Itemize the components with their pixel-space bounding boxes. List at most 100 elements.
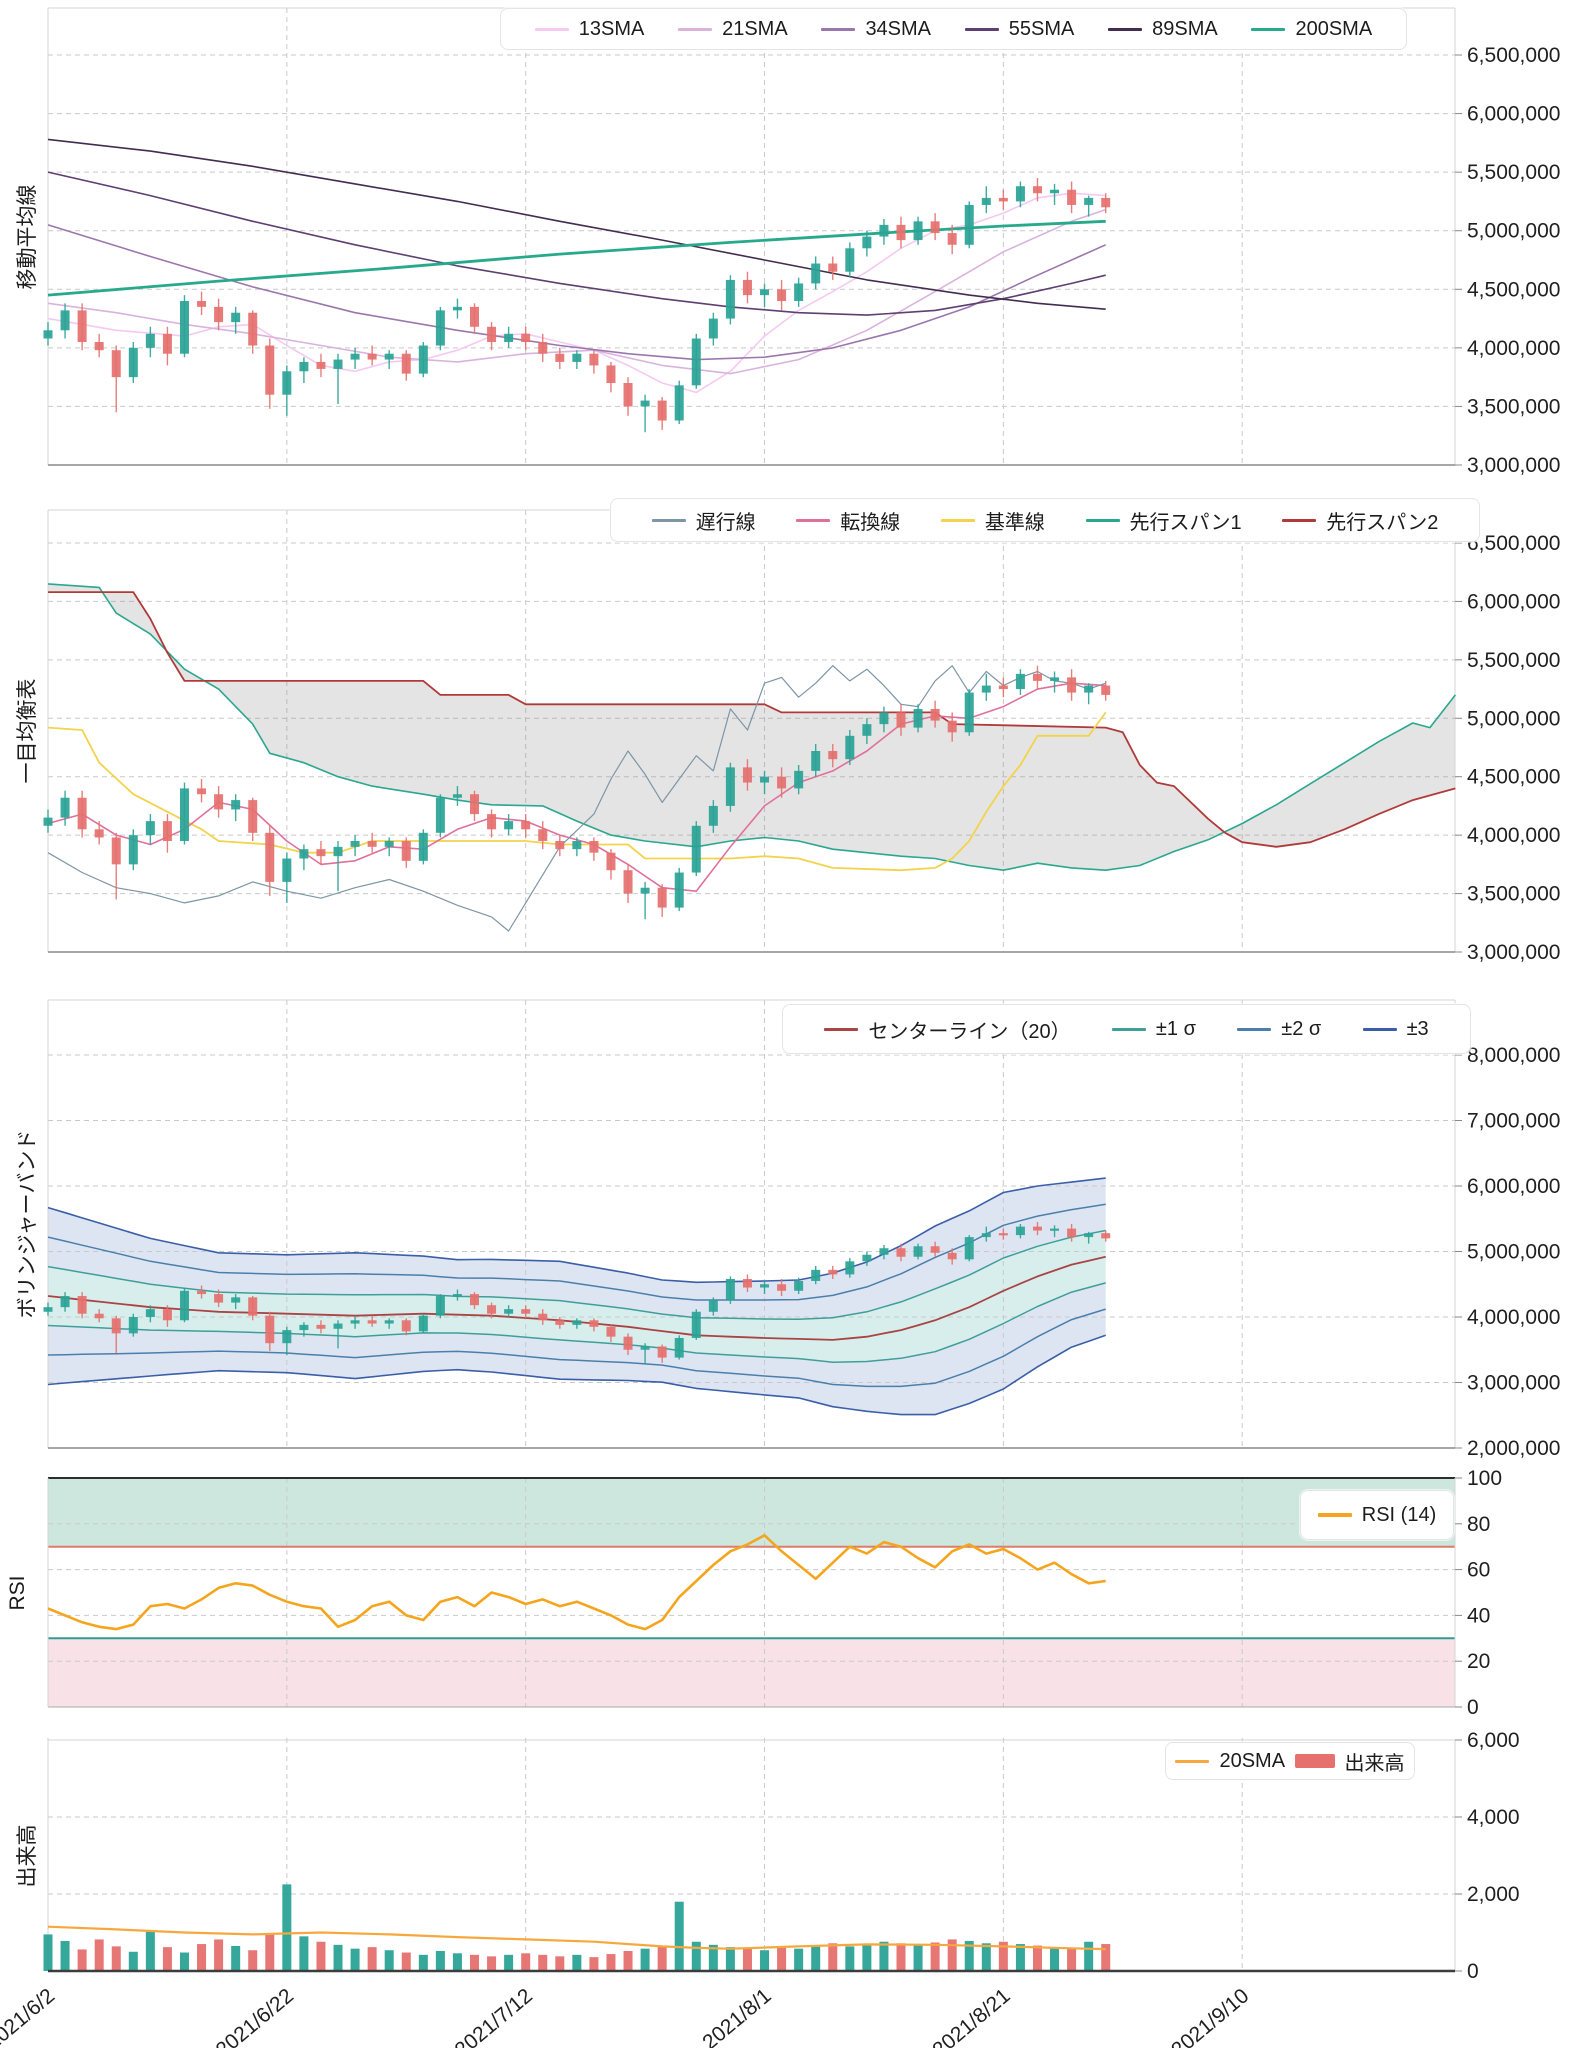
- candle-body: [691, 338, 701, 386]
- candle-body: [77, 310, 87, 343]
- candle-body: [282, 858, 292, 882]
- legend-item-21sma: 21SMA: [678, 18, 788, 41]
- volume-bar: [470, 1954, 479, 1971]
- candle-body: [333, 846, 343, 857]
- volume-bar: [1101, 1944, 1111, 1971]
- volume-bar: [828, 1943, 838, 1971]
- candle-body: [1084, 1233, 1094, 1238]
- legend-item-senkou2: 先行スパン2: [1282, 506, 1438, 535]
- candle-body: [828, 1269, 838, 1275]
- volume-bar: [504, 1954, 514, 1971]
- candle-body: [947, 720, 957, 733]
- legend-label: 先行スパン2: [1326, 511, 1439, 534]
- volume-bar: [708, 1944, 718, 1971]
- candle-body: [418, 1315, 428, 1332]
- candle-body: [367, 840, 377, 847]
- y-tick-label: 5,500,000: [1467, 649, 1560, 672]
- candle-body: [674, 1337, 684, 1358]
- legend-label: ±1 σ: [1155, 1017, 1196, 1040]
- legend-item-tenkan: 転換線: [796, 506, 900, 535]
- candle-body: [555, 840, 565, 850]
- volume-bar: [145, 1930, 155, 1971]
- volume-bar: [896, 1943, 906, 1971]
- volume-bar: [964, 1940, 974, 1971]
- candle-body: [111, 1318, 121, 1334]
- y-tick-label: 100: [1467, 1467, 1502, 1490]
- candle-body: [725, 767, 735, 806]
- candle-body: [367, 353, 377, 360]
- candle-body: [265, 1315, 275, 1344]
- sma55-line: [47, 171, 1106, 316]
- candle-body: [879, 712, 889, 725]
- panel-title-volume: 出来高: [16, 1824, 39, 1888]
- sma89-line: [47, 138, 1106, 310]
- candle-body: [964, 204, 974, 245]
- candle-body: [538, 342, 548, 354]
- legend-label: ±2 σ: [1281, 1017, 1322, 1040]
- candle-body: [384, 1320, 394, 1324]
- volume-bar: [1067, 1948, 1077, 1971]
- plus1-sigma-line: [47, 1229, 1106, 1321]
- candle-body: [794, 283, 804, 302]
- candle-body: [43, 817, 53, 826]
- legend-item-senkou1: 先行スパン1: [1085, 506, 1242, 535]
- volume-bar: [1032, 1945, 1042, 1971]
- candle-body: [487, 326, 497, 343]
- y-tick-label: 6,500,000: [1467, 532, 1560, 555]
- volume-bar: [760, 1950, 770, 1971]
- candle-body: [555, 353, 565, 362]
- candle-body: [504, 1309, 514, 1314]
- candle-body: [794, 770, 804, 789]
- y-tick-label: 60: [1467, 1559, 1490, 1582]
- volume-bar: [60, 1940, 70, 1971]
- candle-body: [913, 1246, 923, 1257]
- legend-item-13sma: 13SMA: [534, 18, 644, 41]
- candle-body: [265, 345, 275, 395]
- candle-body: [282, 371, 292, 395]
- candle-body: [504, 333, 514, 343]
- candle-body: [77, 1296, 87, 1314]
- candle-body: [555, 1320, 565, 1325]
- volume-bar: [1050, 1947, 1060, 1971]
- y-tick-label: 5,000,000: [1467, 220, 1560, 243]
- legend-item-dekidaka: 出来高: [1294, 1747, 1405, 1776]
- legend-item-20sma: 20SMA: [1175, 1750, 1285, 1773]
- candle-body: [504, 821, 514, 830]
- sma-legend: 13SMA 21SMA 34SMA 55SMA 89SMA 200SMA: [500, 8, 1407, 50]
- y-tick-label: 5,000,000: [1467, 707, 1560, 730]
- volume-bar: [879, 1941, 889, 1971]
- legend-label: 89SMA: [1152, 17, 1218, 40]
- x-tick-label: 2021/8/21: [928, 1984, 1014, 2048]
- candle-body: [214, 1294, 224, 1303]
- y-tick-label: 6,000,000: [1467, 590, 1560, 613]
- sigma1-line-icon: [1111, 1027, 1146, 1031]
- legend-item-rsi: RSI (14): [1317, 1504, 1436, 1527]
- legend-label: 遅行線: [695, 511, 756, 534]
- legend-label: 先行スパン1: [1129, 511, 1242, 534]
- volume-bar: [998, 1941, 1008, 1971]
- volume-bar: [214, 1939, 224, 1971]
- candle-body: [60, 310, 70, 331]
- volume-bar: [742, 1948, 752, 1971]
- candle-body: [930, 1246, 940, 1253]
- volume-bar: [794, 1948, 804, 1971]
- candle-body: [760, 1284, 770, 1288]
- candle-body: [214, 794, 224, 810]
- volume-bar: [845, 1946, 855, 1971]
- candle-body: [197, 1290, 207, 1295]
- y-tick-label: 4,500,000: [1467, 766, 1560, 789]
- volume-bar: [725, 1947, 735, 1971]
- volume-bar: [418, 1954, 428, 1971]
- legend-item-55sma: 55SMA: [964, 18, 1074, 41]
- candle-body: [452, 1294, 462, 1297]
- candle-body: [811, 1269, 821, 1281]
- x-tick-label: 2021/8/1: [698, 1984, 775, 2048]
- senkou-a-line-icon: [1085, 518, 1120, 522]
- y-tick-label: 3,500,000: [1467, 395, 1560, 418]
- volume-bar: [231, 1945, 241, 1971]
- rsi-oversold-zone: [48, 1638, 1455, 1707]
- candle-body: [282, 1330, 292, 1344]
- candle-body: [265, 832, 275, 882]
- candle-body: [521, 333, 531, 343]
